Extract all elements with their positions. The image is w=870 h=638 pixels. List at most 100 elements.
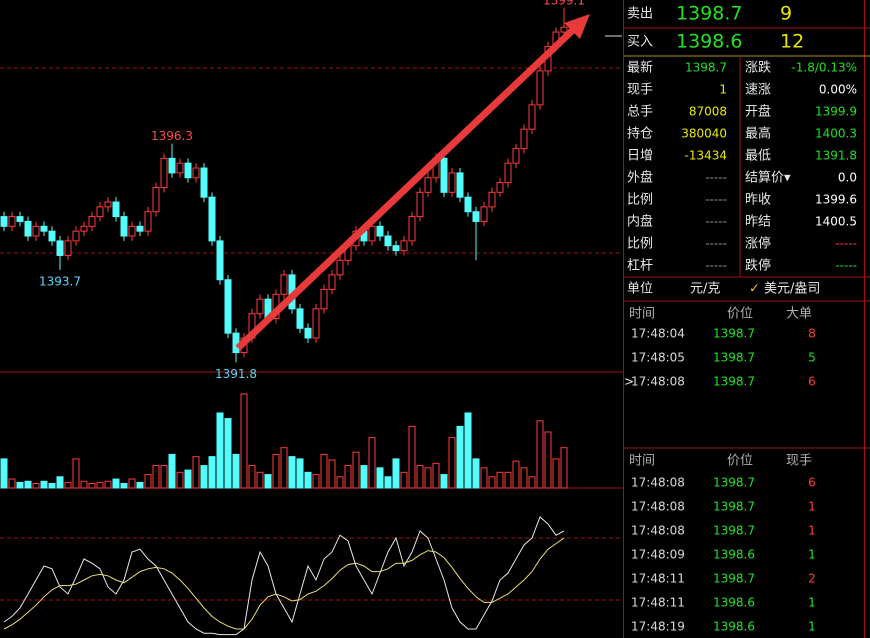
- row-price: 1398.6: [713, 620, 755, 634]
- row-time: 17:48:04: [631, 327, 685, 341]
- volume-bar: [24, 480, 32, 489]
- volume-bar: [376, 467, 384, 489]
- candle-body: [328, 274, 336, 290]
- table-header: 价位: [727, 307, 753, 322]
- row-price: 1398.6: [713, 548, 755, 562]
- stat-label: 比例: [627, 237, 653, 252]
- volume-bar: [216, 412, 224, 489]
- stat-label: 涨跌: [745, 60, 771, 76]
- candle-body: [320, 288, 328, 310]
- stat-value: 1391.8: [815, 149, 857, 163]
- volume-bar: [80, 480, 88, 489]
- volume-bar: [560, 447, 568, 489]
- stat-value: 1398.7: [685, 61, 727, 75]
- stat-label: 持仓: [627, 127, 653, 142]
- candle-body: [472, 211, 480, 222]
- stat-label: 比例: [627, 193, 653, 208]
- low-label: 1391.8: [215, 367, 257, 381]
- candle-body: [176, 162, 184, 174]
- unit-option[interactable]: 元/克: [690, 282, 720, 297]
- volume-bar: [336, 476, 344, 489]
- stat-label: 内盘: [627, 214, 653, 230]
- row-qty: 1: [808, 500, 816, 514]
- volume-bar: [152, 465, 160, 489]
- volume-bar: [520, 467, 528, 489]
- candle-body: [192, 167, 200, 179]
- arrow-shaft: [235, 26, 577, 351]
- stat-label: 杠杆: [627, 258, 653, 274]
- candle-body: [512, 148, 520, 164]
- candle-body: [448, 172, 456, 193]
- candle-body: [32, 225, 40, 237]
- row-time: 17:48:08: [631, 476, 685, 490]
- volume-bar: [184, 469, 192, 489]
- volume-bar: [144, 474, 152, 489]
- volume-bar: [64, 481, 72, 489]
- volume-bar: [40, 480, 48, 489]
- stat-value: 0.0: [838, 171, 857, 185]
- candle-body: [392, 245, 400, 252]
- candle-body: [136, 225, 144, 232]
- stat-value: -1.8/0.13%: [791, 61, 857, 75]
- candle-body: [232, 332, 240, 354]
- candle-body: [520, 128, 528, 150]
- candle-body: [8, 216, 16, 227]
- stat-value: -----: [835, 237, 857, 251]
- candle-body: [312, 308, 320, 339]
- stat-value: 1: [719, 83, 727, 97]
- candle-body: [464, 196, 472, 213]
- candle-body: [368, 225, 376, 242]
- volume-bar: [32, 483, 40, 489]
- row-time: 17:48:11: [631, 572, 685, 586]
- row-qty: 6: [808, 375, 816, 389]
- unit-check: ✓: [749, 282, 760, 297]
- candle-body: [560, 26, 568, 33]
- volume-bar: [432, 462, 440, 489]
- stat-label: 日增: [627, 149, 653, 164]
- candle-body: [120, 216, 128, 237]
- row-time: 17:48:08: [631, 524, 685, 538]
- volume-bar: [472, 458, 480, 489]
- volume-bar: [208, 456, 216, 489]
- volume-bar: [280, 447, 288, 489]
- candle-body: [336, 259, 344, 276]
- volume-bar: [56, 476, 64, 489]
- table-header: 现手: [786, 454, 812, 469]
- stat-value: 1400.3: [815, 127, 857, 141]
- candle-body: [200, 167, 208, 198]
- unit-option[interactable]: 美元/盎司: [764, 282, 820, 297]
- candle-body: [0, 216, 8, 227]
- row-qty: 1: [808, 548, 816, 562]
- row-pointer: >: [624, 375, 634, 389]
- volume-bar: [288, 456, 296, 489]
- candle-body: [504, 162, 512, 184]
- candle-body: [280, 274, 288, 295]
- volume-bar: [528, 476, 536, 489]
- candle-body: [256, 298, 264, 315]
- candle-body: [24, 220, 32, 237]
- stat-value: 1399.6: [815, 193, 857, 207]
- stat-label: 最高: [745, 126, 771, 142]
- quote-price: 1398.6: [676, 31, 742, 53]
- table-header: 时间: [629, 307, 655, 322]
- volume-bar: [8, 478, 16, 489]
- candle-body: [376, 225, 384, 237]
- volume-bar: [128, 478, 136, 489]
- candle-body: [112, 201, 120, 218]
- candle-body: [168, 157, 176, 174]
- row-price: 1398.7: [713, 524, 755, 538]
- chart-decor: [0, 35, 623, 601]
- volume-bar: [296, 458, 304, 489]
- arrow-head: [564, 14, 590, 39]
- volume-bar: [88, 483, 96, 489]
- candle-body: [104, 201, 112, 208]
- candle-body: [416, 191, 424, 218]
- row-price: 1398.7: [713, 327, 755, 341]
- volume-bar: [536, 420, 544, 489]
- oscillator-line: [3, 537, 565, 630]
- quote-qty: 9: [780, 3, 792, 25]
- stat-value: 380040: [681, 127, 727, 141]
- stat-label: 最低: [745, 149, 771, 164]
